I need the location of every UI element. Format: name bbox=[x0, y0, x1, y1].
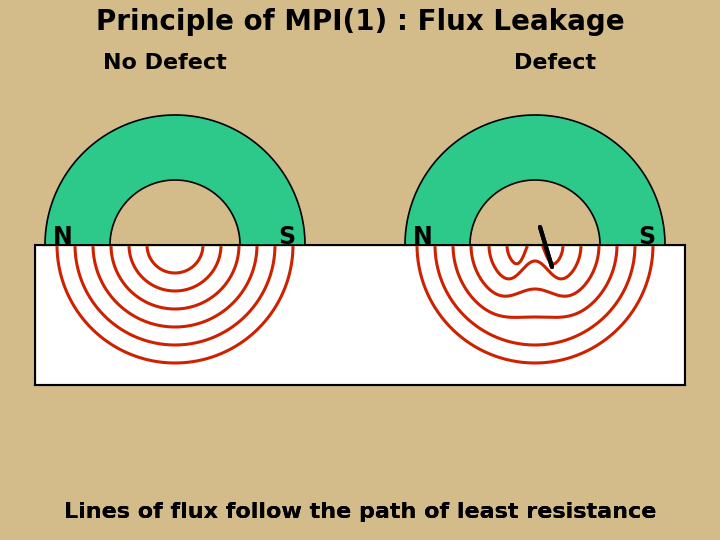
Text: S: S bbox=[639, 225, 656, 249]
Text: Principle of MPI(1) : Flux Leakage: Principle of MPI(1) : Flux Leakage bbox=[96, 8, 624, 36]
Polygon shape bbox=[45, 115, 305, 245]
Text: Defect: Defect bbox=[514, 53, 596, 73]
Text: Lines of flux follow the path of least resistance: Lines of flux follow the path of least r… bbox=[64, 502, 656, 522]
Polygon shape bbox=[405, 115, 665, 245]
Text: No Defect: No Defect bbox=[103, 53, 227, 73]
Text: S: S bbox=[639, 225, 656, 249]
Text: N: N bbox=[413, 225, 433, 249]
Text: Defect: Defect bbox=[514, 53, 596, 73]
Bar bbox=[35, 245, 685, 385]
Text: Principle of MPI(1) : Flux Leakage: Principle of MPI(1) : Flux Leakage bbox=[96, 8, 624, 36]
Text: No Defect: No Defect bbox=[103, 53, 227, 73]
Polygon shape bbox=[45, 115, 305, 245]
Text: N: N bbox=[53, 225, 73, 249]
Text: S: S bbox=[279, 225, 296, 249]
Text: Lines of flux follow the path of least resistance: Lines of flux follow the path of least r… bbox=[64, 502, 656, 522]
Text: S: S bbox=[279, 225, 296, 249]
Text: N: N bbox=[53, 225, 73, 249]
Polygon shape bbox=[405, 115, 665, 245]
Text: N: N bbox=[413, 225, 433, 249]
